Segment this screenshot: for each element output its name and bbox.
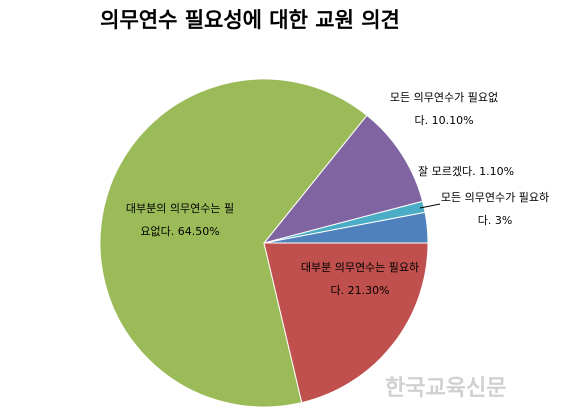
value-label: 64.50%: [177, 225, 220, 238]
watermark: 한국교육신문: [385, 376, 507, 401]
category-label: 대부분 의무연수는 필요하다.: [300, 261, 420, 297]
leader-line: [419, 203, 441, 209]
pie-slice: [263, 242, 429, 404]
value-label: 1.10%: [479, 165, 515, 178]
value-label: 21.30%: [347, 284, 390, 297]
slice-label: 대부분 의무연수는 필요하다. 21.30%: [300, 256, 420, 302]
slice-label: 모든 의무연수가 필요하다. 3%: [440, 186, 550, 232]
category-label: 모든 의무연수가 필요하다.: [440, 191, 550, 227]
category-label: 모든 의무연수가 필요없다.: [389, 91, 499, 127]
value-label: 10.10%: [431, 114, 474, 127]
slice-label: 대부분의 의무연수는 필요없다. 64.50%: [125, 197, 235, 243]
value-label: 3%: [494, 214, 513, 227]
category-label: 대부분의 의무연수는 필요없다.: [125, 202, 235, 238]
slice-label: 모든 의무연수가 필요없다. 10.10%: [384, 86, 504, 132]
category-label: 잘 모르겠다.: [418, 165, 476, 178]
chart-title: 의무연수 필요성에 대한 교원 의견: [100, 8, 400, 32]
slice-label: 잘 모르겠다. 1.10%: [418, 160, 548, 183]
pie-slice: [262, 114, 424, 244]
pie-slice: [99, 78, 368, 408]
